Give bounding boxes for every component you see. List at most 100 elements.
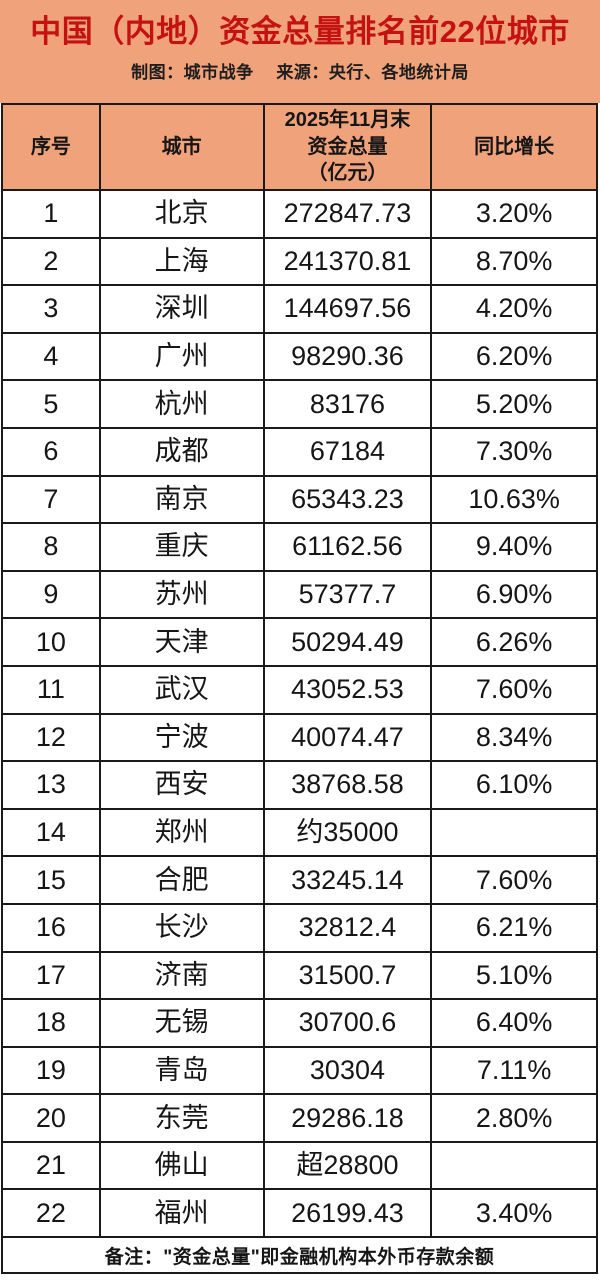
amount-cell: 98290.36 [262,331,433,382]
city-cell: 上海 [98,236,265,287]
column-header-growth: 同比增长 [430,103,598,191]
amount-cell: 32812.4 [262,902,433,953]
city-cell: 苏州 [98,569,265,620]
growth-cell: 7.30% [430,426,598,477]
city-cell: 郑州 [98,807,265,858]
table-body: 1 北京 272847.73 3.20% 2 上海 241370.81 8.70% 3 深圳 144… [1,189,598,1239]
city-cell: 重庆 [98,522,265,572]
growth-cell: 7.60% [430,664,598,715]
city-cell: 杭州 [98,379,265,429]
rank-cell: 22 [1,1188,101,1239]
amount-cell: 40074.47 [262,712,433,763]
page-title: 中国（内地）资金总量排名前22位城市 [30,14,570,49]
growth-cell: 8.70% [430,236,598,287]
table-footer-row: 备注："资金总量"即金融机构本外币存款余额 [1,1236,598,1275]
table-row: 3 深圳 144697.56 4.20% [1,284,598,334]
table-row: 19 青岛 30304 7.11% [1,1045,598,1096]
growth-cell: 6.40% [430,998,598,1048]
city-cell: 成都 [98,426,265,477]
city-cell: 宁波 [98,712,265,763]
amount-cell: 83176 [262,379,433,429]
rank-cell: 3 [1,284,101,334]
table-row: 16 长沙 32812.4 6.21% [1,902,598,953]
city-cell: 无锡 [98,998,265,1048]
city-cell: 武汉 [98,664,265,715]
growth-cell: 6.90% [430,569,598,620]
rank-cell: 6 [1,426,101,477]
city-cell: 南京 [98,474,265,525]
rank-cell: 16 [1,902,101,953]
table-row: 4 广州 98290.36 6.20% [1,331,598,382]
city-cell: 佛山 [98,1140,265,1191]
table-row: 20 东莞 29286.18 2.80% [1,1093,598,1143]
rank-cell: 19 [1,1045,101,1096]
table-row: 12 宁波 40074.47 8.34% [1,712,598,763]
amount-cell: 61162.56 [262,522,433,572]
rank-cell: 10 [1,617,101,667]
amount-cell: 67184 [262,426,433,477]
growth-cell: 3.40% [430,1188,598,1239]
city-cell: 合肥 [98,855,265,905]
growth-cell: 3.20% [430,189,598,239]
city-cell: 济南 [98,950,265,1001]
city-cell: 广州 [98,331,265,382]
amount-cell: 31500.7 [262,950,433,1001]
rank-cell: 7 [1,474,101,525]
table-row: 15 合肥 33245.14 7.60% [1,855,598,905]
growth-cell: 5.10% [430,950,598,1001]
growth-cell: 2.80% [430,1093,598,1143]
table-row: 18 无锡 30700.6 6.40% [1,998,598,1048]
rank-cell: 4 [1,331,101,382]
growth-cell: 6.20% [430,331,598,382]
growth-cell: 6.21% [430,902,598,953]
amount-cell: 38768.58 [262,760,433,810]
table-row: 7 南京 65343.23 10.63% [1,474,598,525]
rank-cell: 18 [1,998,101,1048]
city-cell: 天津 [98,617,265,667]
table-row: 11 武汉 43052.53 7.60% [1,664,598,715]
table-row: 6 成都 67184 7.30% [1,426,598,477]
rank-cell: 8 [1,522,101,572]
growth-cell: 5.20% [430,379,598,429]
table-row: 13 西安 38768.58 6.10% [1,760,598,810]
rank-cell: 5 [1,379,101,429]
amount-cell: 144697.56 [262,284,433,334]
table-row: 8 重庆 61162.56 9.40% [1,522,598,572]
rank-cell: 1 [1,189,101,239]
table-row: 9 苏州 57377.7 6.90% [1,569,598,620]
table-row: 22 福州 26199.43 3.40% [1,1188,598,1239]
rank-cell: 14 [1,807,101,858]
rank-cell: 20 [1,1093,101,1143]
amount-cell: 29286.18 [262,1093,433,1143]
column-header-city: 城市 [98,103,265,191]
amount-cell: 272847.73 [262,189,433,239]
amount-cell: 26199.43 [262,1188,433,1239]
growth-cell: 6.10% [430,760,598,810]
footer-note: 备注："资金总量"即金融机构本外币存款余额 [1,1236,598,1275]
column-header-amount: 2025年11月末 资金总量 （亿元） [262,103,433,191]
growth-cell [430,807,598,858]
growth-cell: 8.34% [430,712,598,763]
amount-cell: 241370.81 [262,236,433,287]
city-cell: 长沙 [98,902,265,953]
page-subtitle: 制图：城市战争 来源：央行、各地统计局 [131,62,469,82]
rank-cell: 11 [1,664,101,715]
city-cell: 福州 [98,1188,265,1239]
growth-cell [430,1140,598,1191]
city-cell: 东莞 [98,1093,265,1143]
amount-cell: 约35000 [262,807,433,858]
growth-cell: 4.20% [430,284,598,334]
table-row: 14 郑州 约35000 [1,807,598,858]
column-header-rank: 序号 [1,103,101,191]
amount-cell: 30304 [262,1045,433,1096]
growth-cell: 7.11% [430,1045,598,1096]
rank-cell: 15 [1,855,101,905]
city-cell: 深圳 [98,284,265,334]
amount-cell: 33245.14 [262,855,433,905]
rank-cell: 9 [1,569,101,620]
city-funds-ranking-table: 序号 城市 2025年11月末 资金总量 （亿元） 同比增长 1 北京 272847… [1,103,598,1275]
amount-cell: 30700.6 [262,998,433,1048]
growth-cell: 10.63% [430,474,598,525]
amount-cell: 43052.53 [262,664,433,715]
